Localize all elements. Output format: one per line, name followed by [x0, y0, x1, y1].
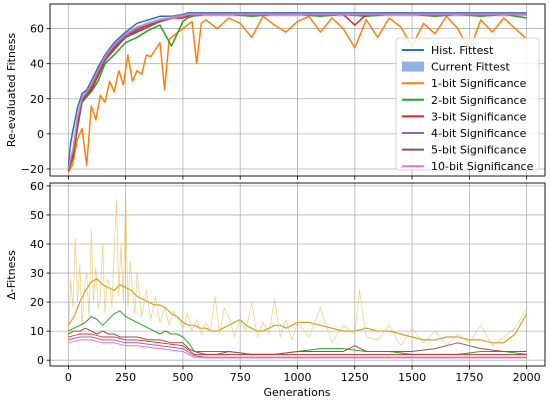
- y-tick-label: 20: [30, 296, 44, 309]
- legend-label: 2-bit Significance: [431, 94, 527, 107]
- x-axis-label: Generations: [263, 386, 330, 399]
- legend-item: 5-bit Significance: [402, 144, 527, 157]
- legend-swatch: [402, 61, 424, 72]
- delta-fitness-axes-frame: [49, 182, 546, 367]
- series-6-line: [68, 339, 527, 359]
- delta-fitness-y-ticks: 0 10 20 30 40 50 60: [30, 180, 50, 367]
- y-tick-label: 10: [30, 325, 44, 338]
- x-tick-label: 0: [65, 371, 72, 384]
- x-tick-label: 1750: [455, 371, 483, 384]
- legend-item: 10-bit Significance: [402, 160, 534, 173]
- x-tick-label: 500: [172, 371, 193, 384]
- x-tick-label: 250: [115, 371, 136, 384]
- legend-label: 1-bit Significance: [431, 77, 527, 90]
- legend-item: 1-bit Significance: [402, 77, 527, 90]
- legend-box: [395, 37, 540, 171]
- delta-fitness-y-axis-label: Δ-Fitness: [5, 250, 18, 300]
- y-tick-label: 60: [30, 180, 44, 193]
- y-tick-label: 40: [30, 58, 44, 71]
- x-tick-label: 1500: [398, 371, 426, 384]
- series-5-line: [68, 336, 527, 358]
- x-tick-label: 2000: [513, 371, 541, 384]
- x-tick-label: 1000: [284, 371, 312, 384]
- delta-fitness-panel: 0 10 20 30 40 50 60 0 250 500 750 1000 1250 1500 1750…: [5, 180, 546, 399]
- y-tick-label: 20: [30, 93, 44, 106]
- delta-fitness-series: [67, 191, 528, 359]
- y-tick-label: 50: [30, 209, 44, 222]
- 10-bit-significance-line: [67, 13, 527, 170]
- y-tick-label: 0: [37, 128, 44, 141]
- fitness-y-ticks: −20 0 20 40 60: [21, 23, 50, 176]
- y-tick-label: 30: [30, 267, 44, 280]
- series-1-line: [67, 191, 528, 347]
- y-tick-label: −20: [21, 163, 44, 176]
- legend-item: 3-bit Significance: [402, 110, 527, 123]
- x-ticks: 0 250 500 750 1000 1250 1500 1750 2000: [65, 371, 541, 384]
- legend-label: 10-bit Significance: [431, 160, 534, 173]
- y-tick-label: 40: [30, 238, 44, 251]
- legend-item: Current Fittest: [402, 61, 511, 74]
- fitness-axes-frame: [49, 3, 546, 177]
- legend-item: 2-bit Significance: [402, 94, 527, 107]
- legend-label: 5-bit Significance: [431, 144, 527, 157]
- legend-label: 3-bit Significance: [431, 110, 527, 123]
- delta-fitness-gridlines: [50, 183, 545, 370]
- legend-label: Hist. Fittest: [431, 44, 494, 57]
- legend-item: 4-bit Significance: [402, 127, 527, 140]
- y-tick-label: 0: [37, 354, 44, 367]
- series-4-line: [68, 333, 527, 355]
- x-tick-label: 750: [230, 371, 251, 384]
- legend-item: Hist. Fittest: [402, 44, 494, 57]
- x-tick-label: 1250: [341, 371, 369, 384]
- legend-label: 4-bit Significance: [431, 127, 527, 140]
- legend-label: Current Fittest: [431, 61, 511, 74]
- series-3-line: [68, 327, 527, 355]
- y-tick-label: 60: [30, 23, 44, 36]
- fitness-y-axis-label: Re-evaluated Fitness: [5, 33, 18, 148]
- legend: Hist. Fittest Current Fittest 1-bit Signif…: [395, 37, 540, 173]
